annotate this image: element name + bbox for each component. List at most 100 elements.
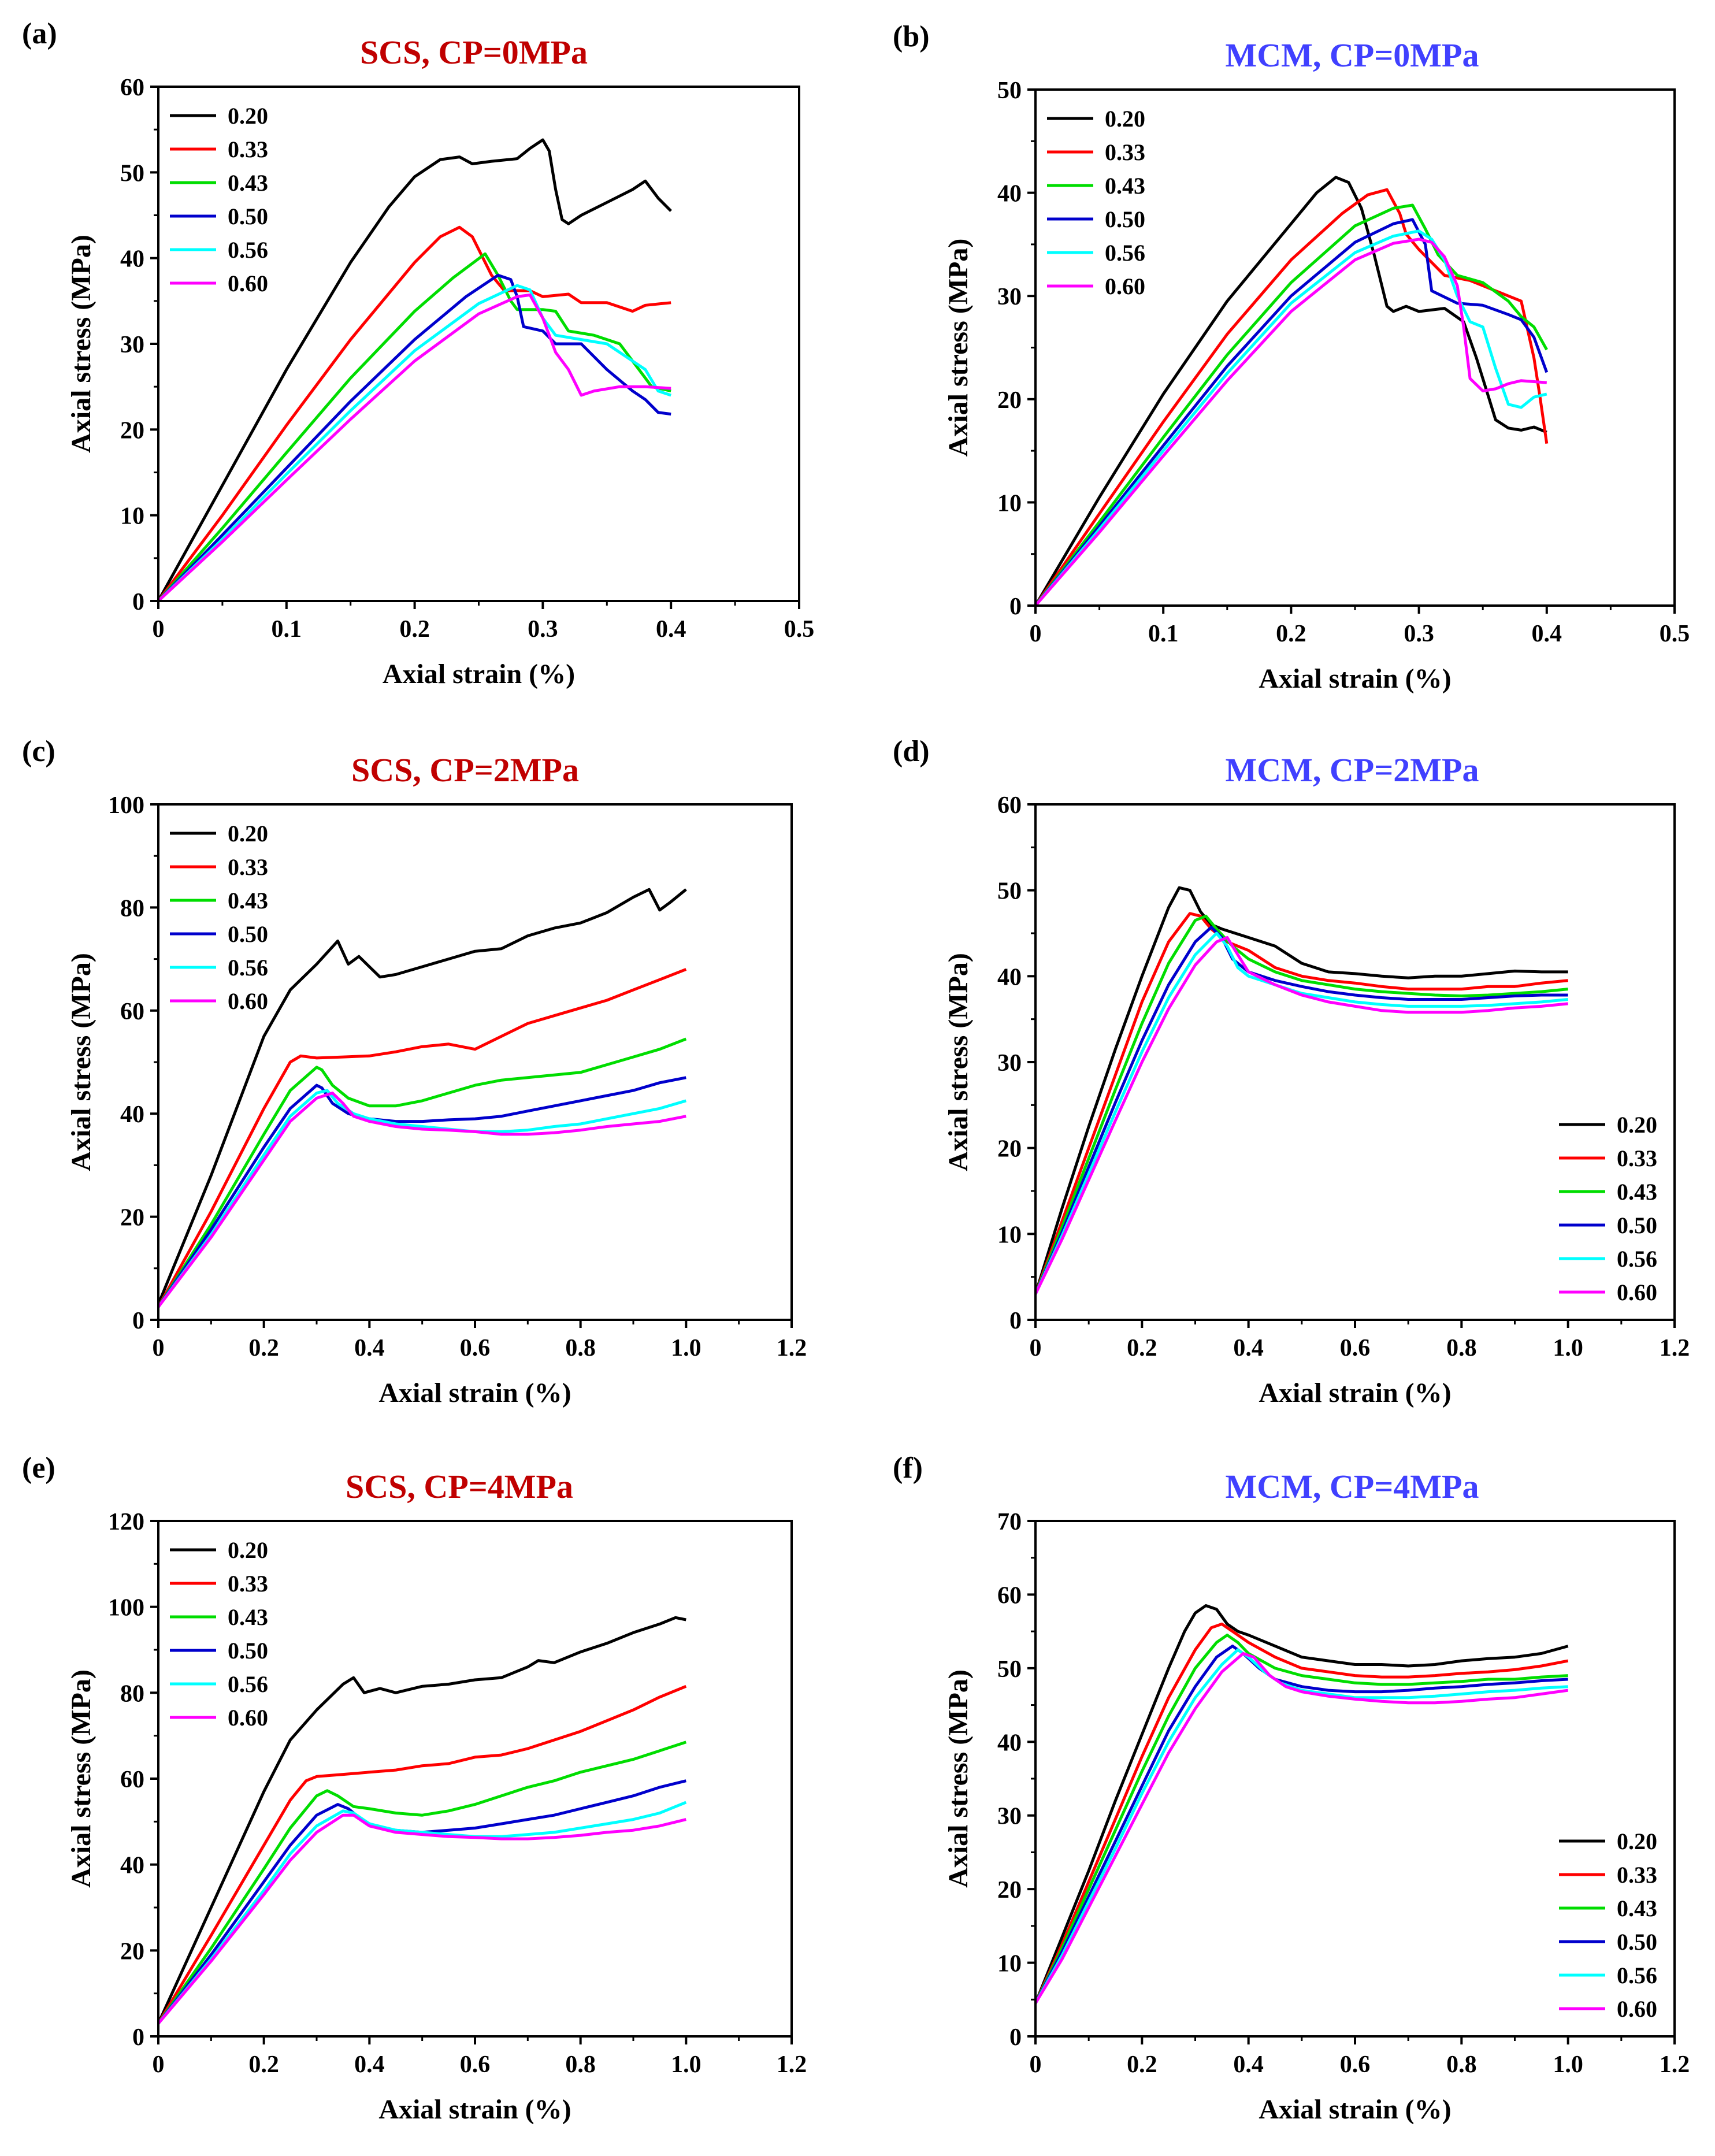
x-tick-label: 1.2: [1660, 1335, 1690, 1361]
series-line-0-60: [1035, 936, 1568, 1295]
series-line-0-33: [1035, 188, 1549, 606]
x-tick-label: 0.6: [1340, 2051, 1371, 2078]
y-tick-label: 60: [997, 1582, 1022, 1609]
x-tick-label: 0.4: [1532, 621, 1562, 647]
legend-label: 0.60: [228, 988, 268, 1014]
legend-label: 0.20: [1617, 1828, 1657, 1854]
x-tick-label: 0: [1030, 621, 1042, 647]
y-tick-label: 20: [997, 1136, 1022, 1163]
x-axis-label: Axial strain (%): [1259, 2094, 1451, 2125]
x-tick-label: 0: [153, 1335, 165, 1361]
y-tick-label: 60: [120, 1767, 144, 1793]
x-tick-label: 0: [1030, 1335, 1042, 1361]
panel-label: (c): [22, 735, 55, 768]
panel-label: (f): [893, 1452, 923, 1485]
series-line-0-33: [1035, 1622, 1569, 2004]
y-tick-label: 20: [120, 417, 144, 444]
legend-label: 0.20: [228, 103, 268, 129]
x-axis-label: Axial strain (%): [378, 2094, 571, 2125]
legend-label: 0.43: [1617, 1895, 1657, 1921]
series-line-0-60: [158, 293, 671, 601]
chart-title: SCS, CP=2MPa: [351, 751, 579, 789]
y-tick-label: 60: [120, 75, 144, 101]
series-line-0-43: [158, 1037, 687, 1308]
x-tick-label: 0.8: [565, 1335, 596, 1361]
legend-label: 0.60: [228, 270, 268, 296]
x-tick-label: 0.3: [1404, 621, 1434, 647]
legend-label: 0.60: [1105, 273, 1145, 299]
legend-label: 0.56: [228, 1671, 268, 1697]
x-tick-label: 0.5: [1660, 621, 1690, 647]
x-tick-label: 1.0: [1553, 1335, 1583, 1361]
legend-label: 0.56: [1617, 1962, 1657, 1988]
legend-label: 0.50: [1617, 1212, 1657, 1238]
legend: 0.20 0.33 0.43 0.50 0.56 0.60: [170, 821, 268, 1014]
x-tick-label: 1.0: [1553, 2051, 1583, 2078]
series-line-0-33: [1035, 912, 1568, 1295]
y-tick-label: 10: [997, 490, 1022, 517]
series-line-0-20: [158, 138, 672, 601]
y-tick-label: 60: [120, 999, 144, 1025]
legend-label: 0.56: [1617, 1246, 1657, 1272]
x-tick-label: 0.2: [248, 2051, 279, 2078]
x-tick-label: 0.4: [354, 1335, 385, 1361]
series-line-0-56: [158, 1801, 687, 2025]
series-line-0-43: [158, 252, 671, 601]
x-tick-label: 0.1: [1148, 621, 1179, 647]
y-axis-label: Axial stress (MPa): [943, 239, 974, 457]
x-tick-label: 0.8: [1446, 1335, 1477, 1361]
y-tick-label: 10: [120, 503, 144, 530]
x-tick-label: 0.2: [1127, 1335, 1157, 1361]
legend-label: 0.20: [1105, 106, 1145, 132]
y-tick-label: 40: [997, 1730, 1022, 1756]
legend-label: 0.20: [228, 821, 268, 847]
panel-label: (a): [22, 17, 57, 50]
legend: 0.20 0.33 0.43 0.50 0.56 0.60: [1559, 1828, 1657, 2022]
chart-title: MCM, CP=2MPa: [1226, 751, 1479, 789]
x-tick-label: 1.2: [777, 2051, 807, 2078]
y-tick-label: 10: [997, 1951, 1022, 1977]
x-tick-label: 0.4: [1233, 2051, 1264, 2078]
y-tick-label: 50: [120, 160, 144, 187]
y-tick-label: 10: [997, 1222, 1022, 1248]
legend-label: 0.43: [228, 888, 268, 914]
legend-label: 0.43: [228, 170, 268, 196]
series-line-0-50: [158, 1779, 686, 2025]
x-tick-label: 0.4: [1233, 1335, 1264, 1361]
x-tick-label: 0.4: [354, 2051, 385, 2078]
legend: 0.20 0.33 0.43 0.50 0.56 0.60: [1559, 1112, 1657, 1305]
legend: 0.20 0.33 0.43 0.50 0.56 0.60: [1047, 106, 1145, 299]
x-tick-label: 0.6: [1340, 1335, 1371, 1361]
y-tick-label: 30: [997, 1804, 1022, 1830]
series-line-0-33: [158, 1684, 687, 2024]
x-tick-label: 0.8: [1446, 2051, 1477, 2078]
y-tick-label: 40: [997, 181, 1022, 207]
chart-panel-f: (f) MCM, CP=4MPa 0 0.2 0.4 0.6 0.8 1.0 1.2 0 10 20 3…: [893, 1452, 1690, 2125]
series-line-0-43: [1035, 1634, 1568, 2004]
legend-label: 0.56: [228, 237, 268, 263]
legend: 0.20 0.33 0.43 0.50 0.56 0.60: [170, 1537, 268, 1731]
legend-label: 0.20: [1617, 1112, 1657, 1138]
series-line-0-43: [1035, 203, 1548, 606]
legend-label: 0.33: [228, 1571, 268, 1597]
y-tick-label: 120: [108, 1509, 144, 1535]
y-tick-label: 50: [997, 1656, 1022, 1683]
plot-frame: [1034, 88, 1676, 607]
x-tick-label: 0.5: [784, 616, 815, 643]
chart-title: MCM, CP=0MPa: [1226, 36, 1479, 74]
y-tick-label: 80: [120, 895, 144, 922]
legend-label: 0.33: [1617, 1862, 1657, 1888]
chart-panel-d: (d) MCM, CP=2MPa 0 0.2 0.4 0.6 0.8 1.0 1.2 0 10 20 3…: [893, 735, 1690, 1408]
series-line-0-43: [1035, 914, 1568, 1295]
x-tick-label: 0.2: [399, 616, 430, 643]
x-tick-label: 0.6: [460, 2051, 491, 2078]
x-axis-label: Axial strain (%): [378, 1378, 571, 1408]
legend-label: 0.20: [228, 1537, 268, 1563]
x-axis-label: Axial strain (%): [1259, 663, 1451, 694]
series-line-0-20: [1035, 176, 1547, 606]
y-tick-label: 40: [120, 246, 144, 273]
chart-title: SCS, CP=4MPa: [346, 1468, 573, 1505]
series-line-0-43: [158, 1741, 687, 2025]
